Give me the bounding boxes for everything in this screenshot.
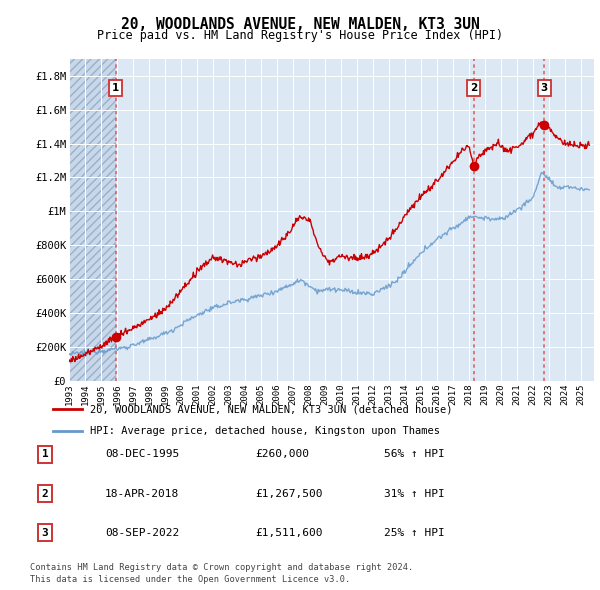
Text: £260,000: £260,000 [255, 450, 309, 459]
Text: £1,511,600: £1,511,600 [255, 528, 323, 537]
Text: 20, WOODLANDS AVENUE, NEW MALDEN, KT3 3UN (detached house): 20, WOODLANDS AVENUE, NEW MALDEN, KT3 3U… [89, 404, 452, 414]
Text: 1: 1 [41, 450, 49, 459]
Text: 56% ↑ HPI: 56% ↑ HPI [384, 450, 445, 459]
Text: 2: 2 [41, 489, 49, 499]
Text: This data is licensed under the Open Government Licence v3.0.: This data is licensed under the Open Gov… [30, 575, 350, 584]
Text: £1,267,500: £1,267,500 [255, 489, 323, 499]
Bar [69, 59, 116, 381]
Text: 18-APR-2018: 18-APR-2018 [105, 489, 179, 499]
Text: Contains HM Land Registry data © Crown copyright and database right 2024.: Contains HM Land Registry data © Crown c… [30, 563, 413, 572]
Text: 3: 3 [541, 83, 548, 93]
Text: 08-DEC-1995: 08-DEC-1995 [105, 450, 179, 459]
Text: 2: 2 [470, 83, 478, 93]
Text: HPI: Average price, detached house, Kingston upon Thames: HPI: Average price, detached house, King… [89, 426, 440, 436]
Text: 31% ↑ HPI: 31% ↑ HPI [384, 489, 445, 499]
Text: 1: 1 [112, 83, 119, 93]
Text: 08-SEP-2022: 08-SEP-2022 [105, 528, 179, 537]
Text: 25% ↑ HPI: 25% ↑ HPI [384, 528, 445, 537]
Text: 3: 3 [41, 528, 49, 537]
Text: Price paid vs. HM Land Registry's House Price Index (HPI): Price paid vs. HM Land Registry's House … [97, 30, 503, 42]
Text: 20, WOODLANDS AVENUE, NEW MALDEN, KT3 3UN: 20, WOODLANDS AVENUE, NEW MALDEN, KT3 3U… [121, 17, 479, 31]
